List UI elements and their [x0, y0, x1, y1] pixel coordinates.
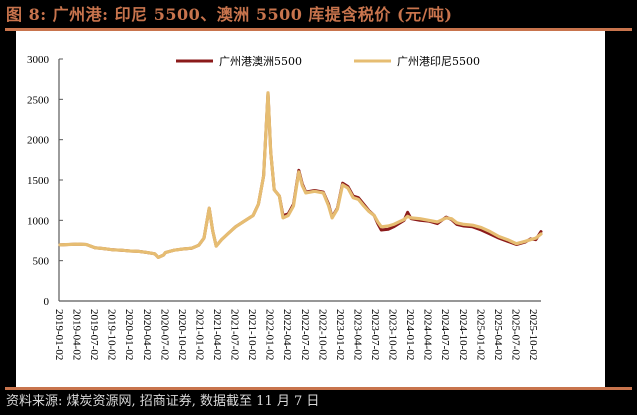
x-tick-label: 2022-04-02 [281, 309, 293, 360]
x-tick-label: 2024-04-02 [422, 309, 434, 360]
x-tick-label: 2022-01-02 [264, 309, 276, 360]
legend-label-indonesia: 广州港印尼5500 [397, 55, 480, 68]
x-tick-label: 2023-01-02 [334, 309, 346, 360]
y-tick-label: 1000 [27, 215, 50, 227]
x-tick-label: 2020-04-02 [141, 309, 153, 360]
source-divider [5, 387, 632, 390]
figure-title: 图 8: 广州港: 印尼 5500、澳洲 5500 库提含税价 (元/吨) [6, 5, 453, 24]
y-tick-label: 1500 [27, 175, 50, 187]
x-tick-label: 2022-10-02 [316, 309, 328, 360]
y-tick-label: 2500 [27, 94, 50, 106]
series-indonesia-line [58, 91, 543, 259]
x-tick-label: 2020-01-02 [123, 309, 135, 360]
series-lines [58, 91, 543, 259]
y-axis: 0 500 1000 1500 2000 2500 3000 [27, 54, 63, 308]
x-tick-label: 2024-01-02 [404, 309, 416, 360]
x-axis: 2019-01-02 2019-04-02 2019-07-02 2019-10-02… [53, 300, 541, 360]
x-tick-label: 2019-01-02 [53, 309, 65, 360]
x-tick-label: 2025-04-02 [492, 309, 504, 360]
x-tick-label: 2021-01-02 [193, 309, 205, 360]
x-tick-label: 2021-04-02 [211, 309, 223, 360]
x-tick-label: 2019-07-02 [88, 309, 100, 360]
x-tick-label: 2019-04-02 [71, 309, 83, 360]
x-tick-label: 2021-10-02 [246, 309, 258, 360]
x-tick-label: 2023-10-02 [387, 309, 399, 360]
title-divider [5, 28, 632, 31]
x-tick-label: 2020-07-02 [158, 309, 170, 360]
x-tick-label: 2019-10-02 [106, 309, 118, 360]
source-note: 资料来源: 煤炭资源网, 招商证券, 数据截至 11 月 7 日 [6, 394, 320, 409]
y-tick-label: 500 [33, 256, 50, 268]
x-tick-label: 2024-10-02 [457, 309, 469, 360]
legend-label-australia: 广州港澳洲5500 [219, 55, 302, 68]
chart-panel [16, 31, 605, 387]
y-tick-label: 3000 [27, 54, 50, 66]
y-tick-label: 2000 [27, 135, 50, 147]
x-tick-label: 2024-07-02 [439, 309, 451, 360]
x-tick-label: 2022-07-02 [299, 309, 311, 360]
x-tick-label: 2020-10-02 [176, 309, 188, 360]
x-tick-label: 2021-07-02 [229, 309, 241, 360]
x-tick-label: 2025-01-02 [474, 309, 486, 360]
y-tick-label: 0 [44, 296, 50, 308]
x-tick-label: 2025-07-02 [509, 309, 521, 360]
x-tick-label: 2023-07-02 [369, 309, 381, 360]
x-tick-label: 2023-04-02 [351, 309, 363, 360]
legend: 广州港澳洲5500 广州港印尼5500 [176, 55, 480, 68]
x-tick-label: 2025-10-02 [527, 309, 539, 360]
